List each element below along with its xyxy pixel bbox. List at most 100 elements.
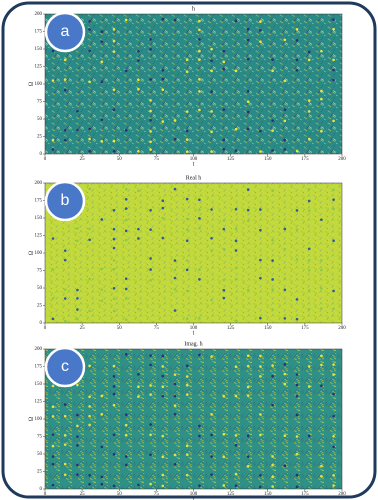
heatmap-dot bbox=[161, 120, 165, 123]
heatmap-dot bbox=[137, 483, 140, 487]
heatmap-dot bbox=[137, 227, 140, 231]
heatmap-dot bbox=[124, 187, 128, 191]
heatmap-dot bbox=[271, 278, 274, 281]
heatmap-dot bbox=[307, 209, 311, 212]
heatmap-dot bbox=[234, 484, 238, 487]
heatmap-dot bbox=[100, 445, 104, 449]
heatmap-dot bbox=[173, 119, 177, 122]
heatmap-dot bbox=[234, 434, 238, 437]
heatmap-dot bbox=[161, 434, 165, 438]
heatmap-dot bbox=[149, 354, 152, 357]
x-tick-label: 125 bbox=[227, 492, 235, 497]
heatmap-dot bbox=[332, 188, 335, 192]
heatmap-dot bbox=[88, 80, 91, 84]
heatmap-dot bbox=[173, 268, 177, 272]
heatmap-dot bbox=[137, 189, 140, 193]
heatmap-dot bbox=[137, 87, 140, 91]
heatmap-dot bbox=[295, 209, 299, 212]
heatmap-dot bbox=[222, 484, 226, 487]
heatmap-dot bbox=[51, 384, 55, 388]
heatmap-dot bbox=[307, 99, 311, 102]
heatmap-dot bbox=[124, 207, 128, 210]
heatmap-dot bbox=[161, 473, 165, 477]
heatmap-dot bbox=[149, 109, 152, 113]
heatmap-dot bbox=[100, 413, 104, 416]
heatmap-dot bbox=[173, 373, 177, 376]
heatmap-dot bbox=[137, 49, 140, 53]
heatmap-dot bbox=[246, 188, 250, 191]
heatmap-dot bbox=[137, 78, 140, 82]
heatmap-dot bbox=[320, 287, 323, 290]
heatmap-dot bbox=[112, 268, 116, 271]
heatmap-dot bbox=[332, 414, 335, 418]
heatmap bbox=[44, 348, 343, 490]
heatmap-dot bbox=[100, 60, 104, 64]
heatmap-dot bbox=[271, 485, 274, 488]
heatmap-dot bbox=[100, 80, 104, 84]
heatmap-dot bbox=[295, 149, 299, 153]
y-tick-label: 0 bbox=[40, 487, 43, 492]
heatmap-dot bbox=[149, 130, 152, 133]
heatmap-dot bbox=[149, 257, 152, 260]
heatmap-dot bbox=[112, 88, 116, 92]
y-tick-label: 25 bbox=[37, 470, 43, 475]
heatmap-dot bbox=[259, 228, 262, 232]
heatmap-dot bbox=[76, 308, 79, 311]
heatmap-dot bbox=[295, 228, 299, 232]
heatmap-dot bbox=[124, 229, 128, 233]
heatmap-dot bbox=[246, 385, 250, 389]
heatmap-dot bbox=[283, 148, 287, 151]
x-tick-label: 175 bbox=[301, 157, 309, 162]
heatmap-dot bbox=[63, 434, 67, 437]
heatmap-dot bbox=[149, 140, 152, 144]
heatmap-dot bbox=[100, 30, 104, 33]
heatmap-dot bbox=[283, 372, 287, 376]
heatmap-dot bbox=[295, 69, 299, 72]
heatmap-dot bbox=[51, 49, 55, 53]
y-tick-label: 50 bbox=[37, 117, 43, 122]
heatmap-dot bbox=[234, 227, 238, 231]
heatmap-dot bbox=[149, 228, 152, 231]
heatmap-dot bbox=[210, 69, 213, 73]
heatmap-dot bbox=[259, 276, 262, 280]
heatmap-dot bbox=[198, 484, 201, 487]
heatmap-dot bbox=[112, 139, 116, 143]
x-tick-label: 50 bbox=[117, 326, 123, 331]
heatmap-dot bbox=[295, 473, 299, 477]
heatmap-dot bbox=[234, 207, 238, 211]
heatmap-dot bbox=[198, 78, 201, 81]
heatmap-dot bbox=[320, 97, 323, 101]
heatmap-dot bbox=[320, 268, 323, 272]
heatmap-dot bbox=[234, 249, 238, 252]
heatmap-dot bbox=[76, 424, 79, 428]
heatmap-dot bbox=[307, 365, 311, 368]
heatmap-dot bbox=[76, 435, 79, 438]
heatmap-dot bbox=[63, 78, 67, 81]
heatmap-dot bbox=[63, 462, 67, 466]
heatmap-dot bbox=[271, 374, 274, 378]
heatmap-dot bbox=[271, 364, 274, 367]
heatmap bbox=[44, 182, 343, 324]
heatmap-dot bbox=[124, 353, 128, 356]
heatmap-dot bbox=[210, 298, 213, 302]
heatmap-dot bbox=[198, 434, 201, 438]
heatmap-dot bbox=[76, 413, 79, 417]
heatmap-dot bbox=[63, 138, 67, 142]
heatmap-dot bbox=[307, 269, 311, 272]
x-tick-label: 50 bbox=[117, 157, 123, 162]
heatmap-dot bbox=[161, 199, 165, 203]
heatmap-dot bbox=[149, 393, 152, 396]
heatmap-dot bbox=[161, 236, 165, 240]
heatmap-dot bbox=[198, 198, 201, 202]
heatmap-dot bbox=[149, 148, 152, 151]
heatmap-dot bbox=[222, 278, 226, 282]
heatmap-dot bbox=[295, 58, 299, 62]
heatmap-dot bbox=[124, 129, 128, 132]
heatmap-dot bbox=[137, 385, 140, 389]
x-tick-label: 125 bbox=[227, 157, 235, 162]
heatmap-dot bbox=[51, 415, 55, 418]
heatmap-dot bbox=[307, 50, 311, 54]
y-tick-label: 125 bbox=[35, 234, 43, 239]
y-tick-label: 0 bbox=[40, 152, 43, 157]
heatmap-dot bbox=[51, 138, 55, 142]
